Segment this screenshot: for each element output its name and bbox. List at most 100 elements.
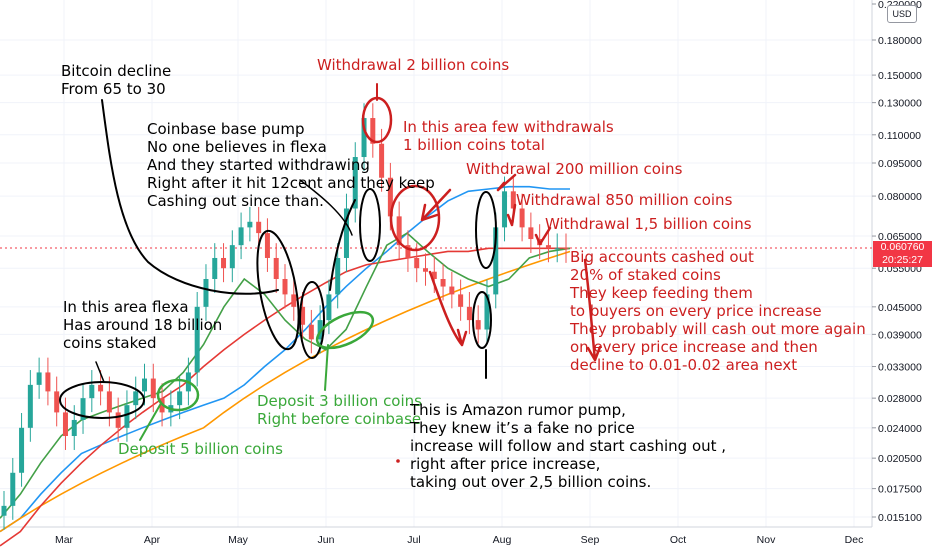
deposit-3b-pointer: [324, 344, 329, 391]
bitcoin-decline-note: Bitcoin decline From 65 to 30: [61, 62, 176, 98]
price-tick-label: 0.045000: [878, 302, 922, 314]
candle-body: [177, 391, 183, 406]
candle-body: [484, 294, 490, 330]
few-withdrawals-arrow: [420, 188, 452, 222]
price-tick-label: 0.150000: [878, 70, 922, 82]
currency-label[interactable]: USD: [887, 5, 917, 23]
candle-body: [212, 257, 218, 279]
candle-body: [36, 372, 42, 385]
candle-body: [19, 427, 25, 473]
candle-body: [510, 191, 516, 209]
candle-body: [528, 227, 534, 240]
chart-grid: [0, 0, 872, 527]
few-withdrawals-circle: [389, 184, 441, 252]
aug-circle-2: [472, 291, 492, 349]
candle-body: [229, 245, 235, 269]
candle-body: [545, 245, 551, 249]
candle-body: [142, 378, 147, 392]
price-axis[interactable]: 0.2200000.1800000.1500000.1300000.110000…: [872, 0, 922, 524]
withdrawal-200m-note: Withdrawal 200 million coins: [466, 160, 683, 178]
red-dot-marker: [396, 459, 400, 463]
candle-body: [493, 227, 499, 295]
time-tick-label: Apr: [144, 534, 161, 546]
few-withdrawals-note: In this area few withdrawals 1 billion c…: [403, 118, 619, 154]
candle-body: [326, 294, 332, 321]
price-tick-label: 0.130000: [878, 98, 922, 110]
time-tick-label: Dec: [845, 534, 864, 546]
flexa-circle: [59, 381, 145, 419]
withdrawal-2b-circle: [361, 96, 393, 144]
candle-body: [115, 412, 121, 428]
hand-drawn-marks: [59, 83, 602, 441]
price-tick-label: 0.033000: [878, 362, 922, 374]
price-tick-label: 0.039000: [878, 329, 922, 341]
coinbase-pump-note: Coinbase base pump No one believes in fl…: [147, 120, 440, 210]
may-circle-1: [256, 229, 300, 351]
bitcoin-arrow: [101, 99, 279, 295]
price-tick-label: 0.015100: [878, 512, 922, 524]
candle-body: [71, 419, 77, 437]
candle-body: [273, 257, 279, 279]
candle-body: [80, 398, 86, 420]
deposit-3b-note: Deposit 3 billion coins Right before coi…: [257, 392, 427, 428]
deposit-5b-pointer: [139, 404, 161, 441]
candle-body: [300, 306, 306, 325]
candle-body: [45, 372, 51, 392]
candle-body: [431, 271, 437, 279]
candle-body: [379, 143, 385, 178]
candle-body: [256, 221, 262, 234]
candle-body: [89, 384, 95, 399]
time-axis[interactable]: Mar Apr May Jun Jul Aug Sep Oct Nov Dec: [55, 534, 863, 546]
candle-body: [150, 378, 156, 399]
time-tick-label: May: [228, 534, 249, 546]
candle-body: [308, 324, 314, 340]
flexa-staked-note: In this area flexa Has around 18 billion…: [63, 298, 227, 352]
candle-body: [458, 294, 464, 307]
current-price-tag: 0.060760 20:25:27: [873, 241, 932, 267]
candle-body: [54, 391, 60, 413]
candle-body: [396, 216, 402, 246]
price-tick-label: 0.065000: [878, 231, 922, 243]
candle-body: [1, 505, 7, 516]
time-tick-label: Jul: [407, 534, 420, 546]
candle-body: [361, 118, 367, 158]
withdrawal-850m-arrow: [506, 203, 517, 227]
decline-arrow: [428, 270, 468, 347]
candle-body: [238, 227, 244, 246]
candle-body: [98, 384, 104, 392]
current-price-value: 0.060760: [880, 241, 925, 253]
coinbase-pointer: [299, 179, 353, 236]
price-tick-label: 0.017500: [878, 484, 922, 496]
june-rise-mark: [329, 199, 356, 291]
candle-body: [405, 245, 411, 258]
aug-circle-1: [475, 191, 497, 269]
price-tick-label: 0.110000: [878, 130, 921, 142]
deposit-5b-note: Deposit 5 billion coins: [118, 440, 283, 458]
candle-body: [414, 257, 420, 269]
big-accounts-arrow: [583, 258, 602, 362]
june-circle: [359, 188, 381, 262]
withdrawal-1-5b-note: Withdrawal 1,5 billion coins: [545, 215, 752, 233]
candle-body: [282, 278, 288, 295]
withdrawal-2b-note: Withdrawal 2 billion coins: [317, 56, 509, 74]
price-tick-label: 0.095000: [878, 158, 922, 170]
candle-body: [133, 391, 139, 406]
price-tick-label: 0.028000: [878, 393, 922, 405]
candle-body: [106, 391, 112, 413]
candle-body: [27, 384, 33, 428]
candle-body: [62, 412, 68, 437]
deposit-3b-circle: [315, 310, 375, 350]
candle-body: [264, 233, 270, 258]
candle-body: [221, 257, 227, 269]
amazon-rumor-note: This is Amazon rumor pump, They knew it’…: [409, 401, 731, 491]
candle-body: [124, 405, 130, 428]
price-tick-label: 0.080000: [878, 191, 922, 203]
candle-body: [203, 278, 209, 307]
withdrawal-850m-note: Withdrawal 850 million coins: [516, 191, 733, 209]
big-accounts-note: Big accounts cashed out 20% of staked co…: [569, 248, 871, 374]
candle-body: [423, 268, 428, 272]
candle-body: [291, 294, 297, 307]
withdrawal-1-5b-arrow: [534, 226, 552, 246]
time-tick-label: Nov: [757, 534, 776, 546]
